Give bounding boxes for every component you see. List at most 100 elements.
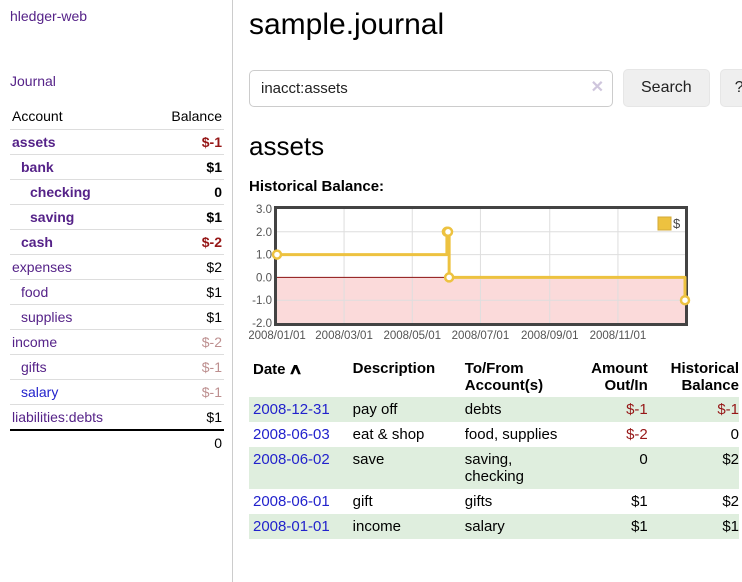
register-header-description[interactable]: Description xyxy=(352,360,436,377)
accounts-header-balance: Balance xyxy=(171,108,222,124)
account-balance: $1 xyxy=(144,404,224,430)
transaction-description: income xyxy=(352,518,402,535)
account-row: checking 0 xyxy=(10,179,224,205)
account-link[interactable]: liabilities:debts xyxy=(12,409,104,425)
register-header-date[interactable]: Date ∧ xyxy=(253,361,303,378)
legend-label: $ xyxy=(673,216,681,231)
page-title: sample.journal xyxy=(249,8,445,41)
transaction-balance: $2 xyxy=(722,451,739,468)
svg-text:-2.0: -2.0 xyxy=(252,318,272,330)
transaction-accounts: salary xyxy=(464,518,505,535)
account-balance: $1 xyxy=(144,154,224,180)
svg-text:2008/09/01: 2008/09/01 xyxy=(521,330,579,342)
historical-balance-chart[interactable]: $3.0 2.0 1.0 0.0 -1.0 -2.0 2008/01/01 2008/03/0… xyxy=(248,203,742,347)
account-balance: $-2 xyxy=(144,229,224,255)
transaction-balance: 0 xyxy=(730,426,739,443)
account-row: food $1 xyxy=(10,279,224,305)
search-button[interactable]: Search xyxy=(623,69,710,107)
sidebar: hledger-web Journal Account Balance asse… xyxy=(0,0,233,582)
transaction-amount: $1 xyxy=(631,518,648,535)
transaction-date-link[interactable]: 2008-12-31 xyxy=(253,401,330,418)
register-table: Date ∧ Description To/From Account(s) Amo… xyxy=(249,357,739,539)
main-content: sample.journal ✕ Search ? assets Histori… xyxy=(233,0,742,582)
account-balance: $1 xyxy=(144,204,224,230)
svg-text:0.0: 0.0 xyxy=(256,272,272,284)
help-button[interactable]: ? xyxy=(719,69,742,107)
account-link[interactable]: expenses xyxy=(12,259,72,275)
search-input-wrap: ✕ xyxy=(249,69,613,107)
transaction-accounts: debts xyxy=(464,401,502,418)
register-header-accounts[interactable]: To/From Account(s) xyxy=(464,360,544,394)
account-row: liabilities:debts $1 xyxy=(10,404,224,430)
svg-text:2008/11/01: 2008/11/01 xyxy=(590,330,647,342)
transaction-accounts: gifts xyxy=(464,493,493,510)
transaction-description: gift xyxy=(352,493,373,510)
transaction-balance: $1 xyxy=(722,518,739,535)
chart-title: Historical Balance: xyxy=(249,178,385,195)
account-link[interactable]: bank xyxy=(21,159,54,175)
account-link[interactable]: salary xyxy=(21,384,59,400)
account-link[interactable]: checking xyxy=(30,184,91,200)
svg-text:2008/05/01: 2008/05/01 xyxy=(383,330,441,342)
account-row: assets $-1 xyxy=(10,129,224,155)
sidebar-item-journal[interactable]: Journal xyxy=(10,73,56,89)
account-row: salary $-1 xyxy=(10,379,224,405)
svg-text:2.0: 2.0 xyxy=(256,227,272,239)
brand-link[interactable]: hledger-web xyxy=(10,8,88,24)
account-row: gifts $-1 xyxy=(10,354,224,380)
accounts-header-account: Account xyxy=(12,108,63,124)
account-link[interactable]: income xyxy=(12,334,58,350)
account-balance: $-1 xyxy=(144,129,224,155)
account-balance: $-1 xyxy=(144,354,224,380)
transaction-accounts: saving, checking xyxy=(464,451,524,485)
account-link[interactable]: gifts xyxy=(21,359,47,375)
transaction-date-link[interactable]: 2008-06-01 xyxy=(253,493,330,510)
account-balance: $1 xyxy=(144,304,224,330)
sort-ascending-icon: ∧ xyxy=(287,361,303,378)
transaction-date-link[interactable]: 2008-06-02 xyxy=(253,451,330,468)
account-link[interactable]: saving xyxy=(30,209,75,225)
search-input[interactable] xyxy=(249,69,613,107)
svg-text:2008/01/01: 2008/01/01 xyxy=(249,330,306,342)
search-bar: ✕ Search ? xyxy=(249,69,742,107)
register-header-balance[interactable]: Historical Balance xyxy=(670,360,739,394)
transaction-amount: $-1 xyxy=(626,401,648,418)
account-row: bank $1 xyxy=(10,154,224,180)
account-balance: $2 xyxy=(144,254,224,280)
transaction-amount: $-2 xyxy=(626,426,648,443)
register-row: 2008-12-31 pay off debts $-1 $-1 xyxy=(249,397,739,422)
transaction-balance: $2 xyxy=(722,493,739,510)
account-heading: assets xyxy=(249,131,325,161)
accounts-table: Account Balance assets $-1 bank $1 checking 0… xyxy=(10,104,224,455)
account-balance: 0 xyxy=(144,179,224,205)
account-balance: $1 xyxy=(144,279,224,305)
register-row: 2008-06-01 gift gifts $1 $2 xyxy=(249,489,739,514)
transaction-date-link[interactable]: 2008-01-01 xyxy=(253,518,330,535)
transaction-description: save xyxy=(352,451,385,468)
transaction-balance: $-1 xyxy=(717,401,739,418)
clear-search-icon[interactable]: ✕ xyxy=(590,78,604,96)
account-link[interactable]: supplies xyxy=(21,309,73,325)
svg-text:1.0: 1.0 xyxy=(256,250,272,262)
transaction-accounts: food, supplies xyxy=(464,426,558,443)
transaction-date-link[interactable]: 2008-06-03 xyxy=(253,426,330,443)
register-row: 2008-06-02 save saving, checking 0 $2 xyxy=(249,447,739,489)
svg-text:2008/07/01: 2008/07/01 xyxy=(452,330,510,342)
transaction-amount: 0 xyxy=(639,451,648,468)
register-row: 2008-06-03 eat & shop food, supplies $-2 0 xyxy=(249,422,739,447)
account-link[interactable]: food xyxy=(21,284,49,300)
register-header-amount[interactable]: Amount Out/In xyxy=(591,360,648,394)
account-row: supplies $1 xyxy=(10,304,224,330)
transaction-amount: $1 xyxy=(631,493,648,510)
accounts-total-row: 0 xyxy=(10,429,224,455)
svg-text:2008/03/01: 2008/03/01 xyxy=(315,330,373,342)
account-link[interactable]: assets xyxy=(12,134,56,150)
register-row: 2008-01-01 income salary $1 $1 xyxy=(249,514,739,539)
account-balance: $-2 xyxy=(144,329,224,355)
svg-text:3.0: 3.0 xyxy=(256,204,272,216)
transaction-description: eat & shop xyxy=(352,426,425,443)
account-row: saving $1 xyxy=(10,204,224,230)
account-link[interactable]: cash xyxy=(21,234,53,250)
